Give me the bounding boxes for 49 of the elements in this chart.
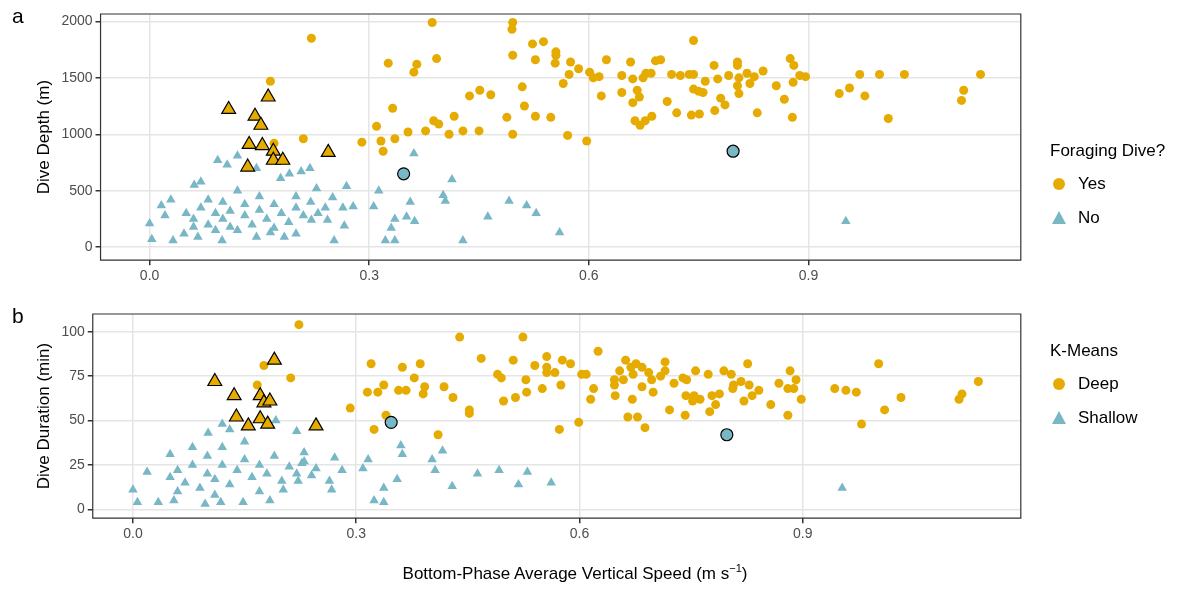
y-tick-label: 500 [69, 181, 93, 198]
point [308, 417, 324, 431]
x-tick-label: 0.0 [123, 525, 143, 542]
legend-label: No [1078, 208, 1100, 229]
point [260, 415, 276, 429]
y-tick-label: 1500 [61, 68, 93, 85]
y-tick-label: 1000 [61, 125, 93, 142]
point [726, 144, 740, 158]
x-tick-label: 0.0 [139, 267, 160, 284]
point [254, 136, 270, 151]
point [384, 415, 398, 429]
legend-label: Deep [1078, 374, 1119, 395]
y-tick-label: 75 [69, 367, 85, 384]
x-tick-label: 0.3 [346, 525, 367, 542]
x-axis-title: Bottom-Phase Average Vertical Speed (m s$^{−1}$) [401, 562, 749, 584]
x-tick-label: 0.6 [579, 267, 599, 284]
point [266, 351, 282, 365]
y-axis-title: Dive Duration (min) [33, 342, 53, 490]
y-tick-label: 0 [76, 500, 85, 517]
point [240, 417, 256, 431]
y-tick-label: 50 [69, 411, 85, 428]
point [228, 408, 244, 422]
x-tick-label: 0.9 [793, 525, 813, 542]
legend-title: K-Means [1050, 340, 1120, 362]
y-tick-label: 0 [84, 238, 93, 255]
point [207, 372, 223, 387]
point [241, 135, 257, 150]
x-tick-label: 0.6 [569, 525, 590, 542]
chart-title: a [12, 4, 24, 28]
point [253, 116, 269, 130]
point [240, 158, 256, 172]
legend-title: Foraging Dive? [1050, 140, 1167, 162]
y-tick-label: 100 [61, 322, 85, 339]
point [275, 151, 291, 165]
point [226, 387, 242, 401]
point [221, 100, 237, 115]
x-tick-label: 0.3 [359, 267, 380, 284]
y-tick-label: 2000 [61, 12, 93, 29]
legend-label: Shallow [1078, 408, 1138, 429]
x-tick-label: 0.9 [798, 267, 819, 284]
point [260, 88, 276, 102]
legend-label: Yes [1078, 174, 1106, 195]
chart-title: b [12, 304, 24, 328]
y-tick-label: 25 [69, 455, 85, 472]
point [320, 143, 336, 157]
point [720, 428, 734, 442]
point [247, 107, 263, 121]
point [262, 392, 278, 406]
y-axis-title: Dive Depth (m) [33, 79, 53, 195]
